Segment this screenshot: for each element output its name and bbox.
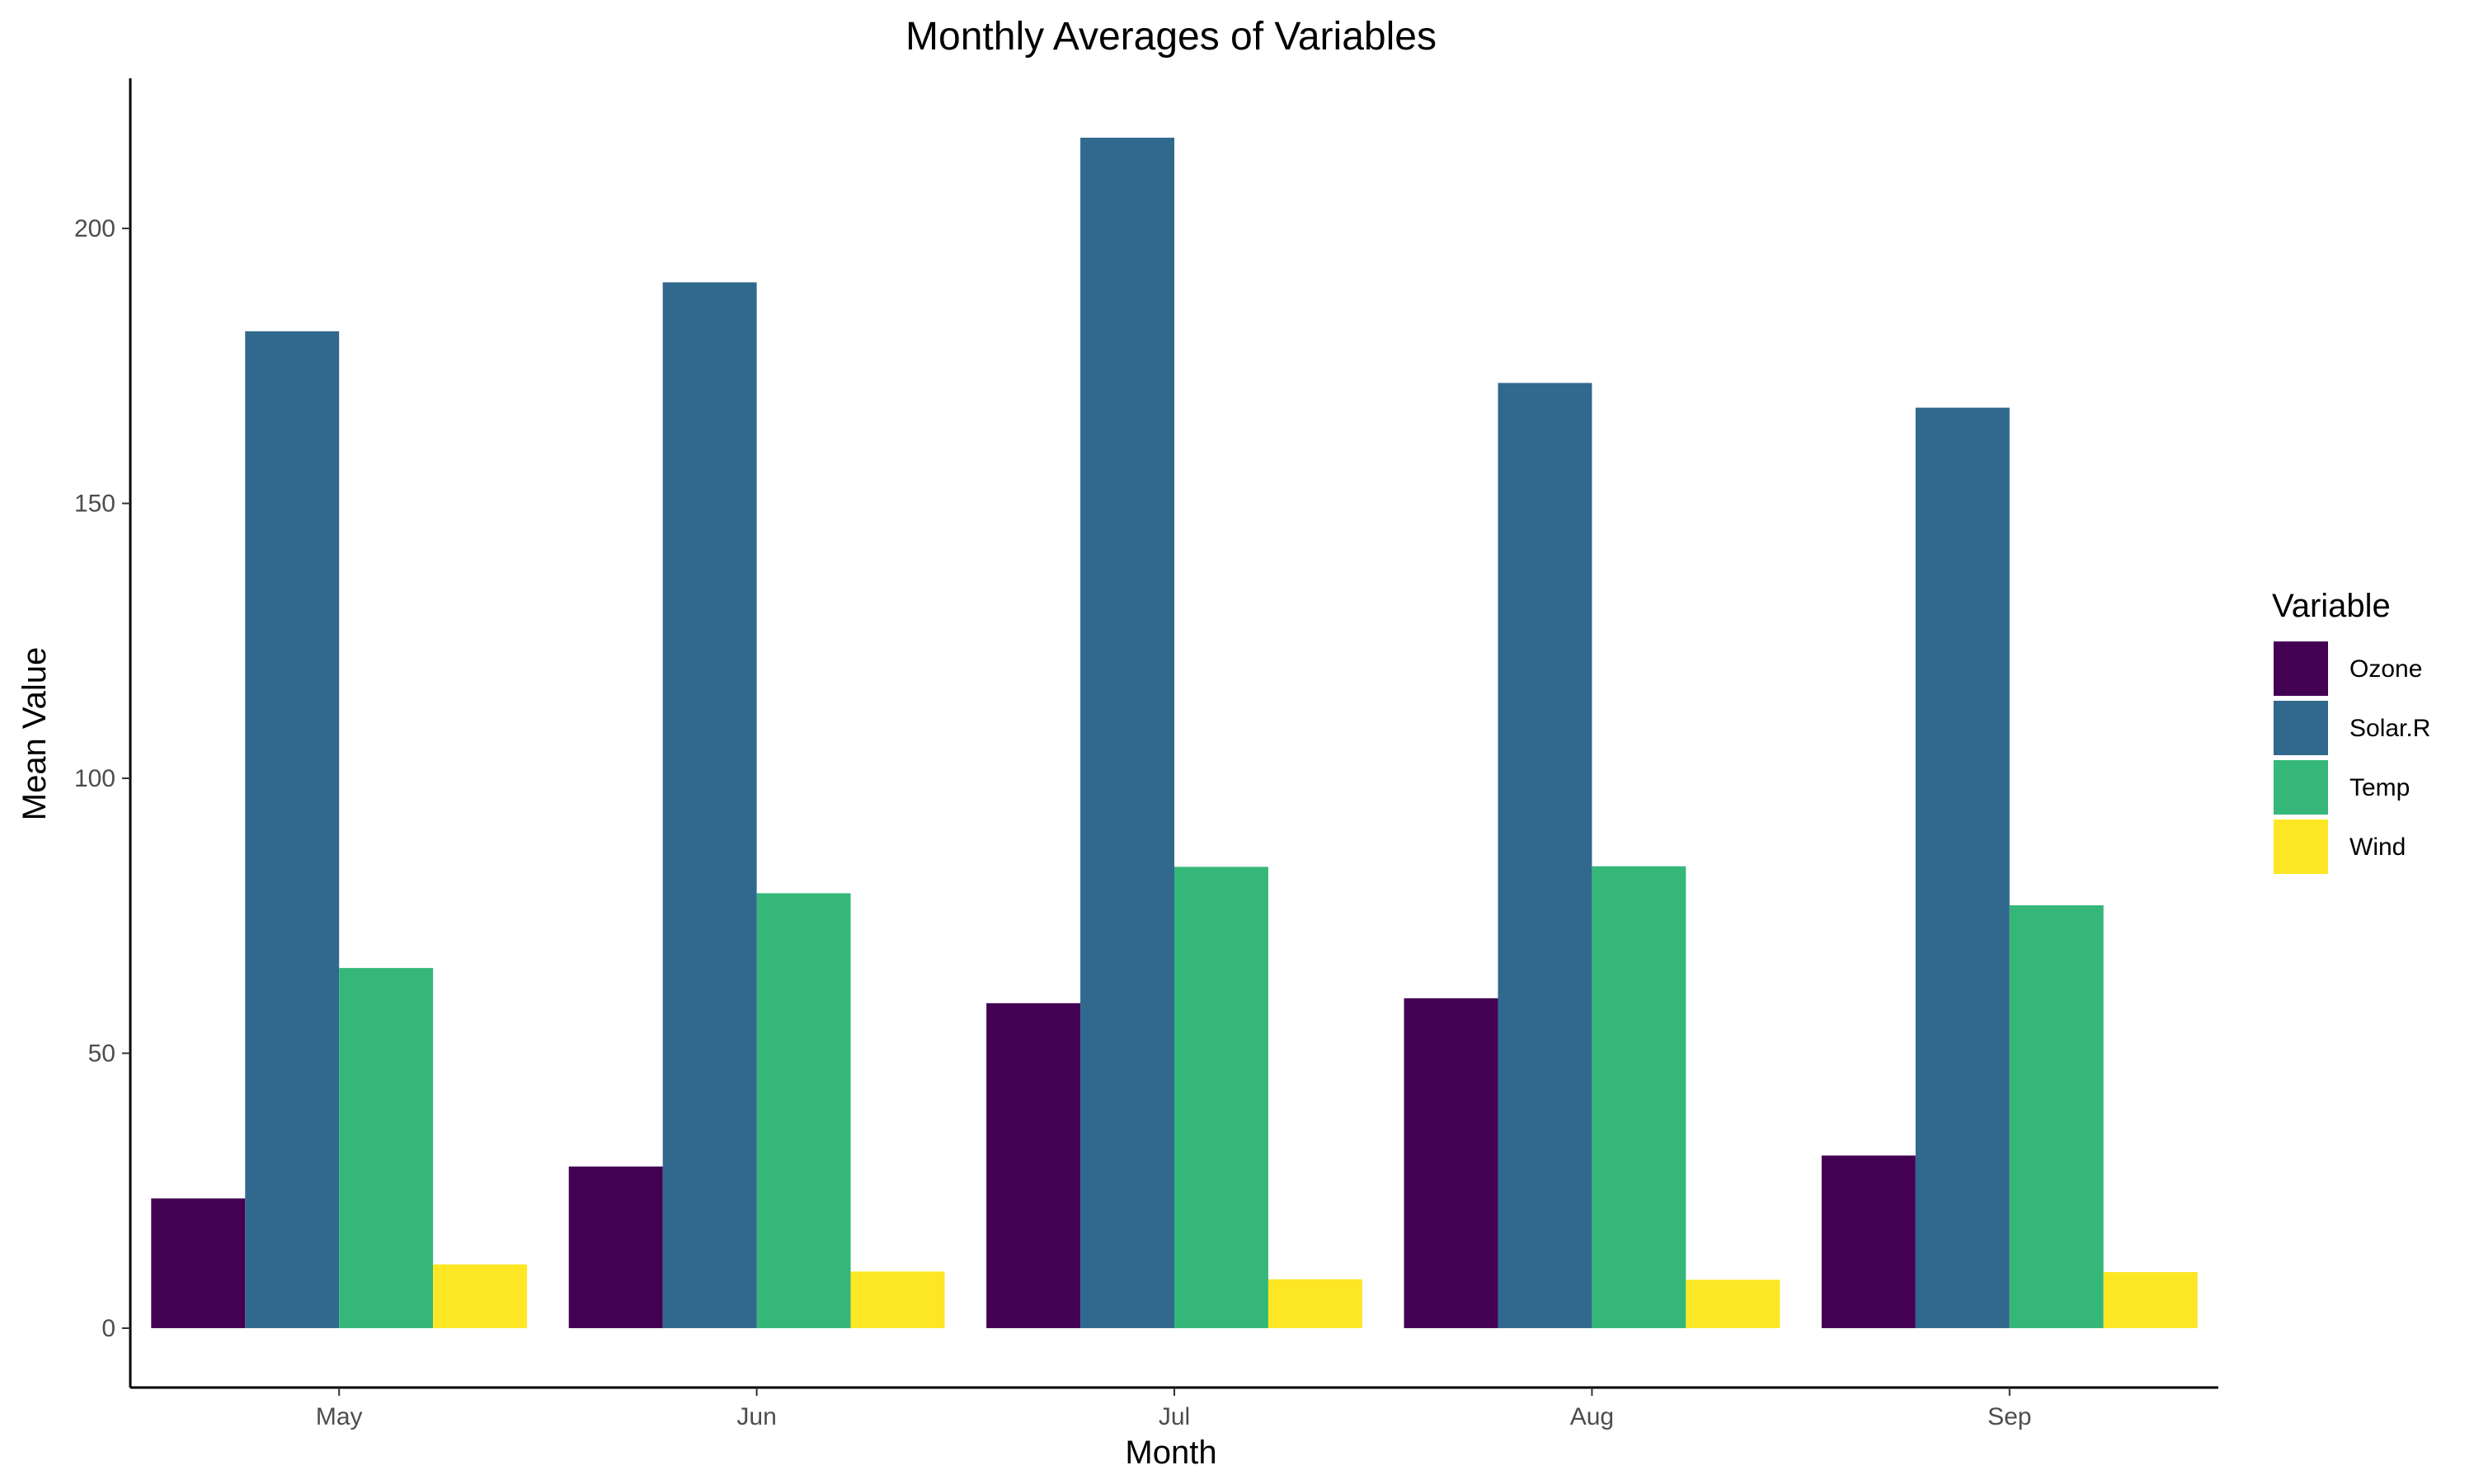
legend-label: Wind <box>2349 834 2406 861</box>
bar-solar-r-jul <box>1080 138 1174 1328</box>
legend-label: Temp <box>2349 774 2410 801</box>
y-tick-label: 150 <box>74 491 115 518</box>
chart-title: Monthly Averages of Variables <box>905 15 1437 59</box>
bar-solar-r-jun <box>662 282 757 1328</box>
y-tick-label: 200 <box>74 215 115 242</box>
y-tick-label: 100 <box>74 765 115 792</box>
bar-wind-aug <box>1686 1280 1780 1328</box>
x-tick-label: Sep <box>1987 1403 2031 1430</box>
legend-label: Ozone <box>2349 655 2422 683</box>
bar-solar-r-sep <box>1915 407 2010 1328</box>
y-axis: 0 50 100 150 200 <box>74 215 130 1342</box>
bar-solar-r-may <box>245 331 340 1328</box>
legend-key-solar-r <box>2274 701 2328 755</box>
bar-ozone-jul <box>986 1003 1081 1328</box>
bar-wind-sep <box>2103 1271 2198 1328</box>
y-tick-label: 50 <box>88 1040 115 1067</box>
y-tick-label: 0 <box>101 1315 115 1342</box>
legend-key-temp <box>2274 760 2328 815</box>
legend-label: Solar.R <box>2349 715 2430 742</box>
y-axis-title: Mean Value <box>16 647 53 821</box>
legend-title: Variable <box>2272 588 2391 624</box>
bar-ozone-may <box>151 1198 246 1328</box>
legend-items: Ozone Solar.R Temp Wind <box>2274 641 2430 874</box>
x-tick-label: May <box>316 1403 363 1430</box>
bar-ozone-jun <box>568 1166 663 1328</box>
x-tick-label: Jul <box>1159 1403 1190 1430</box>
bar-temp-sep <box>2009 905 2104 1328</box>
plot-area <box>151 138 2198 1328</box>
bar-temp-jul <box>1174 866 1268 1328</box>
bar-wind-jun <box>850 1271 945 1328</box>
bar-temp-may <box>339 968 434 1328</box>
legend-key-wind <box>2274 819 2328 874</box>
x-tick-label: Jun <box>736 1403 776 1430</box>
legend-key-ozone <box>2274 641 2328 696</box>
bar-solar-r-aug <box>1498 383 1592 1328</box>
x-axis: May Jun Jul Aug Sep <box>316 1388 2031 1430</box>
bar-wind-jul <box>1268 1279 1362 1328</box>
x-tick-label: Aug <box>1570 1403 1614 1430</box>
bar-temp-jun <box>756 893 851 1328</box>
bar-temp-aug <box>1592 866 1686 1328</box>
bar-ozone-aug <box>1404 998 1498 1328</box>
bar-ozone-sep <box>1821 1155 1916 1328</box>
legend: Variable Ozone Solar.R Temp Wind <box>2272 588 2430 874</box>
bar-wind-may <box>433 1264 528 1328</box>
x-axis-title: Month <box>1125 1435 1216 1471</box>
